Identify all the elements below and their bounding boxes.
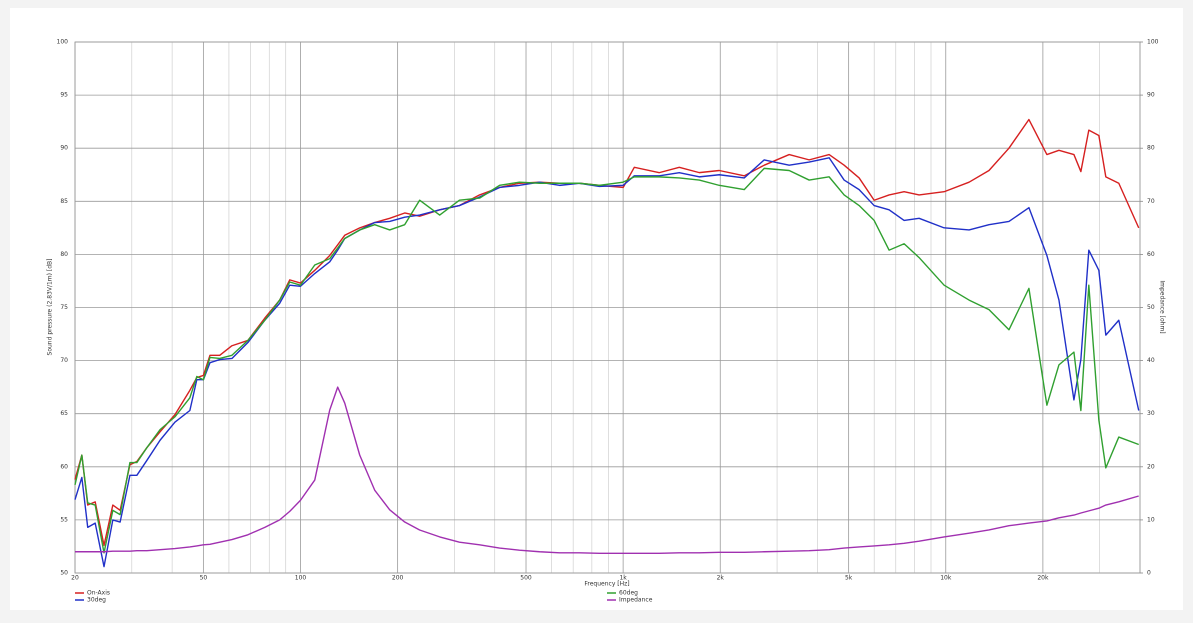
x-axis-label: Frequency [Hz] — [584, 581, 629, 588]
x-tick-label: 50 — [200, 575, 208, 582]
series-line — [74, 118, 1140, 547]
y2-tick-label: 20 — [1147, 463, 1155, 470]
legend-label: 30deg — [87, 597, 106, 604]
y-tick-label: 70 — [60, 357, 68, 364]
y-tick-label: 75 — [60, 304, 68, 311]
y2-axis-label: Impedance [ohm] — [1159, 280, 1166, 333]
series-line — [74, 157, 1140, 568]
x-tick-label: 500 — [520, 575, 532, 582]
y-tick-label: 65 — [60, 410, 68, 417]
y-tick-label: 90 — [60, 145, 68, 152]
y-tick-label: 60 — [60, 463, 68, 470]
y2-tick-label: 60 — [1147, 251, 1155, 258]
y-tick-label: 100 — [57, 39, 69, 46]
y2-tick-label: 80 — [1147, 145, 1155, 152]
y2-tick-label: 90 — [1147, 92, 1155, 99]
legend-label: On-Axis — [87, 590, 110, 597]
y-tick-label: 55 — [60, 516, 68, 523]
y-tick-label: 95 — [60, 92, 68, 99]
series-line — [74, 167, 1139, 554]
x-tick-label: 200 — [392, 575, 404, 582]
x-tick-label: 100 — [295, 575, 307, 582]
y2-tick-label: 100 — [1147, 39, 1159, 46]
y2-tick-label: 30 — [1147, 410, 1155, 417]
y2-tick-label: 40 — [1147, 357, 1155, 364]
x-tick-label: 5k — [845, 575, 853, 582]
y-tick-label: 80 — [60, 251, 68, 258]
y-axis-label: Sound pressure (2.83V/1m) [dB] — [47, 259, 54, 356]
x-tick-label: 2k — [717, 575, 725, 582]
y2-tick-label: 70 — [1147, 198, 1155, 205]
x-tick-label: 20k — [1037, 575, 1049, 582]
y2-tick-label: 0 — [1147, 570, 1151, 577]
y-tick-label: 85 — [60, 198, 68, 205]
x-tick-label: 10k — [940, 575, 952, 582]
legend-label: 60deg — [619, 590, 638, 597]
y-tick-label: 50 — [60, 570, 68, 577]
series-line — [75, 386, 1139, 555]
y2-tick-label: 50 — [1147, 304, 1155, 311]
y2-tick-label: 10 — [1147, 516, 1155, 523]
x-tick-label: 20 — [71, 575, 79, 582]
legend-label: Impedance — [619, 597, 653, 604]
x-tick-label: 1k — [619, 575, 627, 582]
